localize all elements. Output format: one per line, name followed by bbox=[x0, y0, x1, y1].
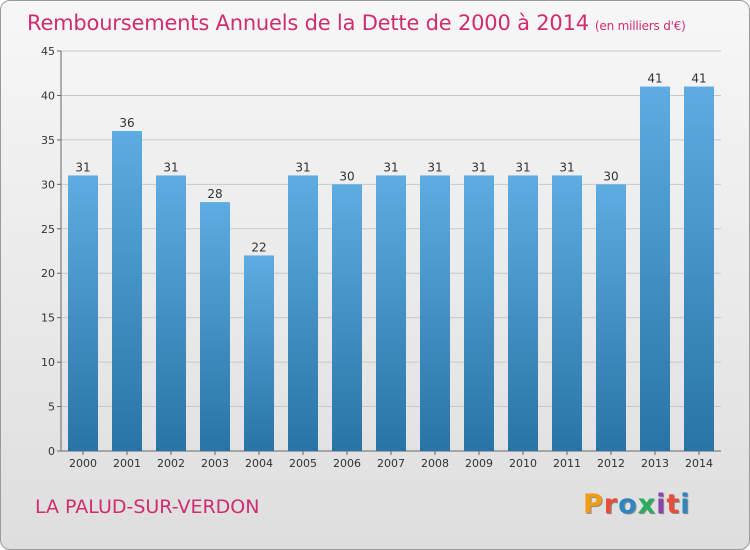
bars bbox=[68, 86, 714, 452]
bar-2012 bbox=[596, 184, 626, 452]
bar-2000 bbox=[68, 175, 98, 451]
x-tick-label-2014: 2014 bbox=[685, 457, 713, 470]
bar-2008 bbox=[420, 175, 450, 451]
logo-letter: i bbox=[656, 489, 667, 520]
x-tick-label-2003: 2003 bbox=[201, 457, 229, 470]
x-tick-label-2011: 2011 bbox=[553, 457, 581, 470]
bar-2010 bbox=[508, 175, 538, 451]
x-tick-label-2004: 2004 bbox=[245, 457, 273, 470]
x-tick-label-2008: 2008 bbox=[421, 457, 449, 470]
bar-2002 bbox=[156, 175, 186, 451]
commune-name: LA PALUD-SUR-VERDON bbox=[35, 496, 260, 518]
x-tick-label-2010: 2010 bbox=[509, 457, 537, 470]
x-tick-label-2006: 2006 bbox=[333, 457, 361, 470]
data-label-2008: 31 bbox=[427, 160, 442, 174]
bar-2014 bbox=[684, 86, 714, 452]
bar-2005 bbox=[288, 175, 318, 451]
data-label-2011: 31 bbox=[559, 160, 574, 174]
x-tick-label-2012: 2012 bbox=[597, 457, 625, 470]
data-label-2014: 41 bbox=[691, 72, 706, 86]
logo-letter: t bbox=[666, 489, 681, 520]
labels: 0 5 10 15 20 25 30 35 40 45 31 2000 36 2001 31 2002 28 20… bbox=[41, 45, 713, 470]
bar-2013 bbox=[640, 86, 670, 452]
data-label-2009: 31 bbox=[471, 160, 486, 174]
x-tick-label-2005: 2005 bbox=[289, 457, 317, 470]
y-tick-label: 20 bbox=[41, 267, 55, 280]
data-label-2001: 36 bbox=[119, 116, 134, 130]
bar-2006 bbox=[332, 184, 362, 452]
x-tick-label-2013: 2013 bbox=[641, 457, 669, 470]
title-text: Remboursements Annuels de la Dette de 20… bbox=[27, 11, 589, 35]
data-label-2002: 31 bbox=[163, 160, 178, 174]
y-tick-label: 5 bbox=[48, 401, 55, 414]
logo-letter: o bbox=[618, 489, 638, 520]
bar-2004 bbox=[244, 255, 274, 451]
data-label-2005: 31 bbox=[295, 160, 310, 174]
data-label-2013: 41 bbox=[647, 72, 662, 86]
data-label-2003: 28 bbox=[207, 187, 222, 201]
bar-2003 bbox=[200, 202, 230, 451]
x-tick-label-2000: 2000 bbox=[69, 457, 97, 470]
bar-2011 bbox=[552, 175, 582, 451]
y-tick-label: 15 bbox=[41, 312, 55, 325]
logo-letter: r bbox=[603, 489, 619, 520]
data-label-2012: 30 bbox=[603, 169, 618, 183]
bar-2009 bbox=[464, 175, 494, 451]
x-tick-label-2007: 2007 bbox=[377, 457, 405, 470]
data-label-2010: 31 bbox=[515, 160, 530, 174]
y-tick-label: 25 bbox=[41, 223, 55, 236]
data-label-2004: 22 bbox=[251, 240, 266, 254]
y-tick-label: 10 bbox=[41, 356, 55, 369]
data-label-2006: 30 bbox=[339, 169, 354, 183]
title-unit: (en milliers d'€) bbox=[594, 19, 686, 33]
proxiti-logo[interactable]: Proxiti bbox=[583, 489, 691, 520]
bar-2001 bbox=[112, 131, 142, 451]
x-tick-label-2009: 2009 bbox=[465, 457, 493, 470]
chart-title: Remboursements Annuels de la Dette de 20… bbox=[27, 11, 686, 35]
y-tick-label: 30 bbox=[41, 178, 55, 191]
y-tick-label: 40 bbox=[41, 89, 55, 102]
y-tick-label: 45 bbox=[41, 45, 55, 58]
data-label-2000: 31 bbox=[75, 160, 90, 174]
logo-letter: i bbox=[680, 489, 691, 520]
logo-letter: x bbox=[637, 489, 657, 520]
y-tick-label: 0 bbox=[48, 445, 55, 458]
x-tick-label-2001: 2001 bbox=[113, 457, 141, 470]
logo-letter: P bbox=[583, 489, 604, 520]
x-tick-label-2002: 2002 bbox=[157, 457, 185, 470]
y-tick-label: 35 bbox=[41, 134, 55, 147]
data-label-2007: 31 bbox=[383, 160, 398, 174]
bar-2007 bbox=[376, 175, 406, 451]
